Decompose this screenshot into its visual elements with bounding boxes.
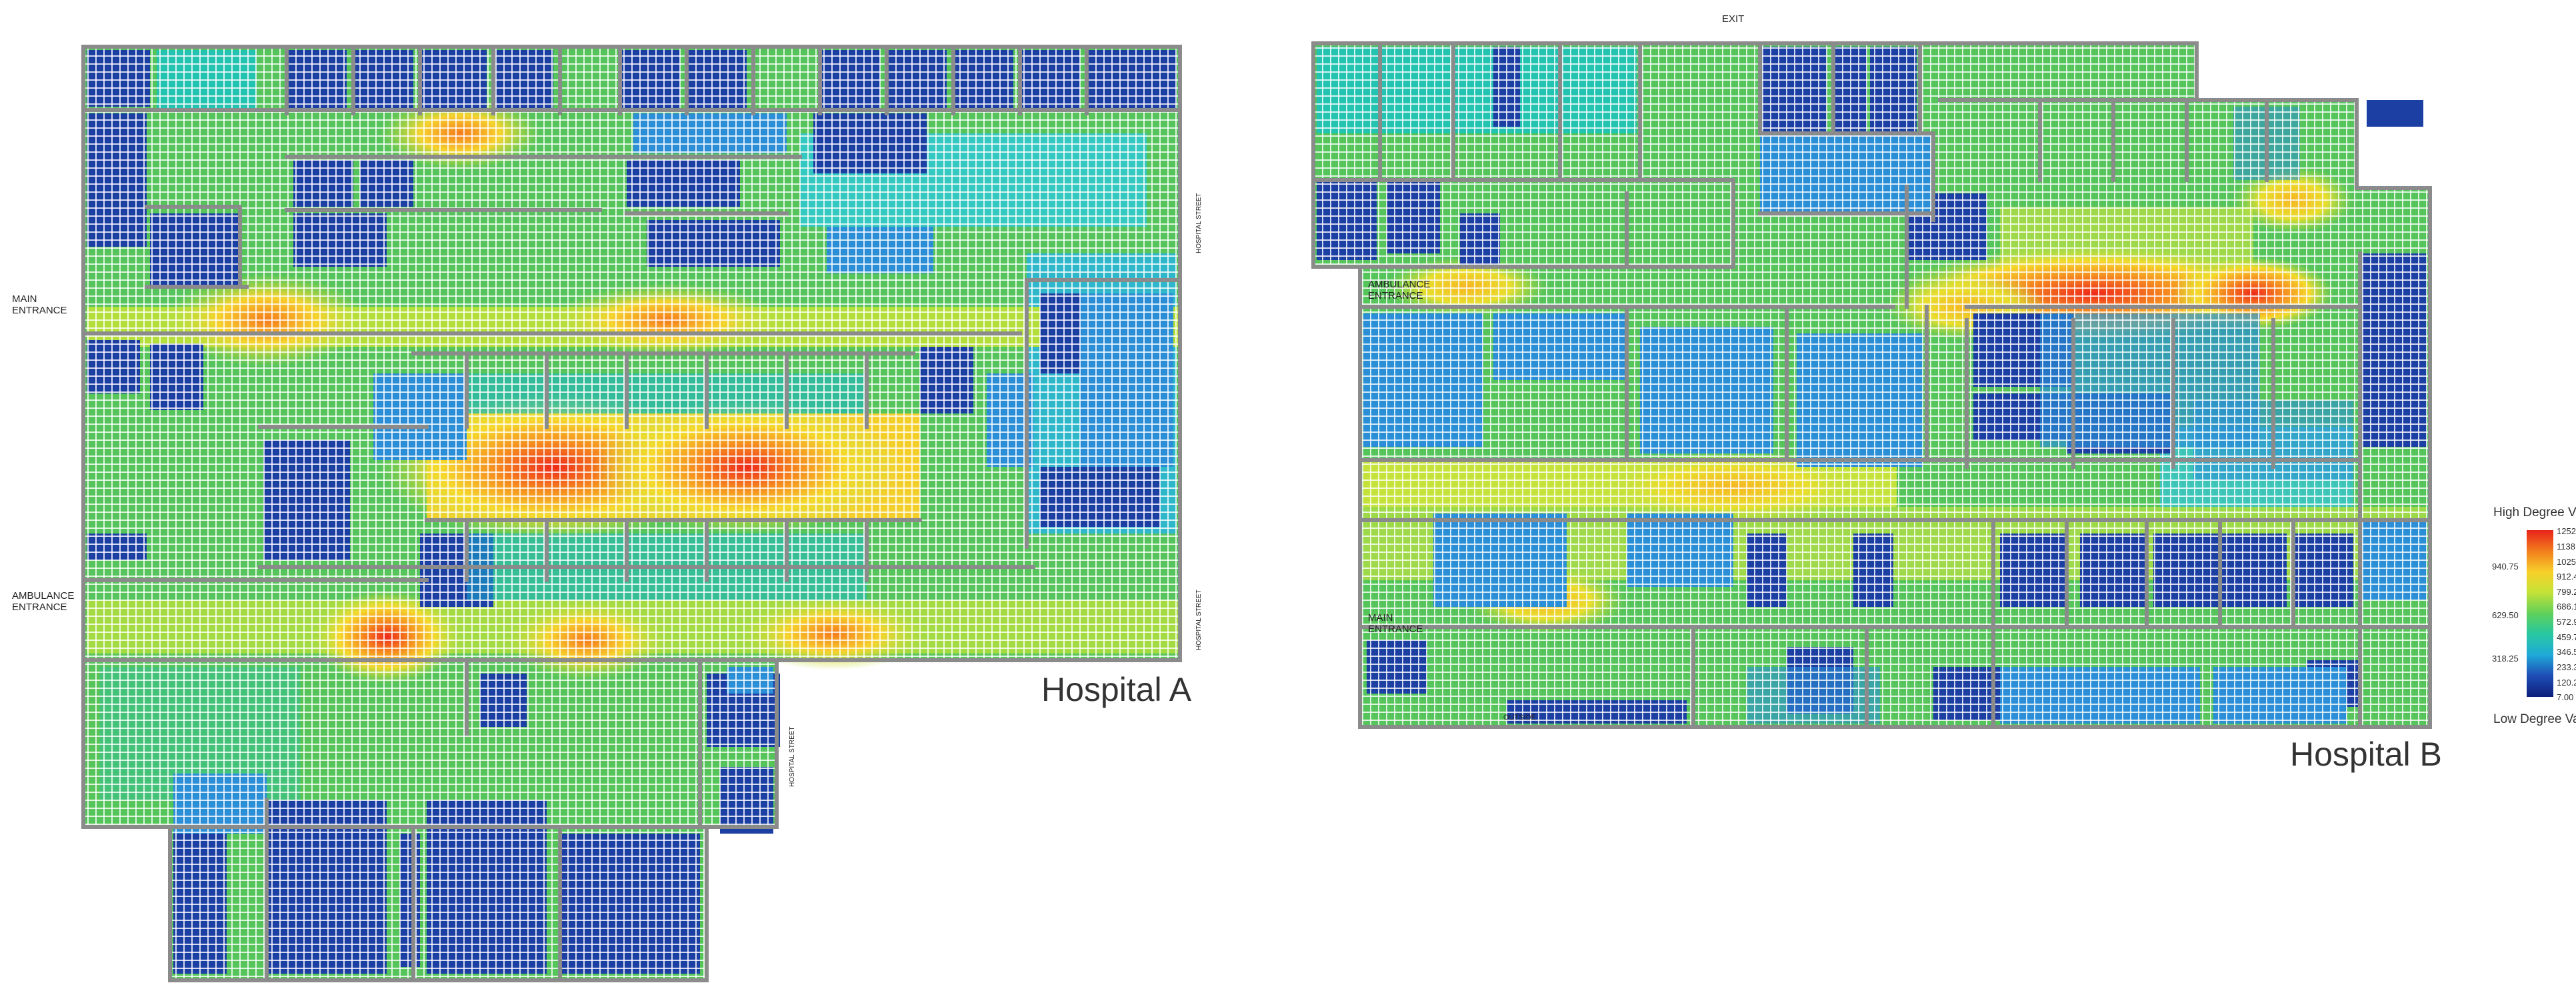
legend-scale-value: 912.45 [2557,572,2576,582]
legend-scale-value: 346.55 [2557,647,2576,657]
hospital-a-street-label-3: HOSPITAL STREET [789,726,796,787]
legend-side-value: 940.75 [2492,562,2519,572]
hospital-a-street-label-1: HOSPITAL STREET [1195,193,1203,253]
legend-high-label: High Degree Value [2493,506,2576,520]
legend-low-label: Low Degree Value [2493,712,2576,726]
hospital-b-plan [1267,0,2460,988]
legend-scale-value: 572.90 [2557,617,2576,627]
legend-scale-value: 1138.80 [2557,542,2576,552]
legend-scale-value: 7.00 [2557,692,2574,702]
legend-scale-value: 459.75 [2557,632,2576,642]
hospital-b-title: Hospital B [2290,736,2442,773]
hospital-a-ambulance-entrance-label: AMBULANCE ENTRANCE [12,590,75,613]
hospital-b-exit-label: EXIT [1722,13,1745,25]
color-legend: High Degree Value 1252.00 1138.80 1025.6… [2460,500,2576,740]
legend-side-value: 629.50 [2492,610,2519,620]
hospital-a-main-entrance-label: MAIN ENTRANCE [12,293,67,316]
legend-scale-value: 799.25 [2557,587,2576,597]
hospital-b-outside-label: OUTSIDE [1503,714,1536,722]
hospital-a-title: Hospital A [1041,671,1192,708]
hospital-b-main-entrance-label: MAIN ENTRANCE [1368,612,1423,635]
hospital-b-ambulance-entrance-label: AMBULANCE ENTRANCE [1368,279,1431,301]
legend-gradient-bar [2527,530,2553,697]
hospital-a-plan [0,0,1267,988]
legend-scale-value: 233.35 [2557,662,2576,672]
hospital-a-street-label-2: HOSPITAL STREET [1195,590,1203,650]
hospital-b-floorplan-svg [1311,41,2432,729]
hospital-a-floorplan-svg [81,45,1182,982]
legend-scale-value: 686.10 [2557,602,2576,612]
legend-scale-value: 1025.65 [2557,557,2576,567]
legend-side-value: 318.25 [2492,654,2519,664]
legend-scale-value: 120.20 [2557,678,2576,688]
legend-scale-value: 1252.00 [2557,526,2576,536]
